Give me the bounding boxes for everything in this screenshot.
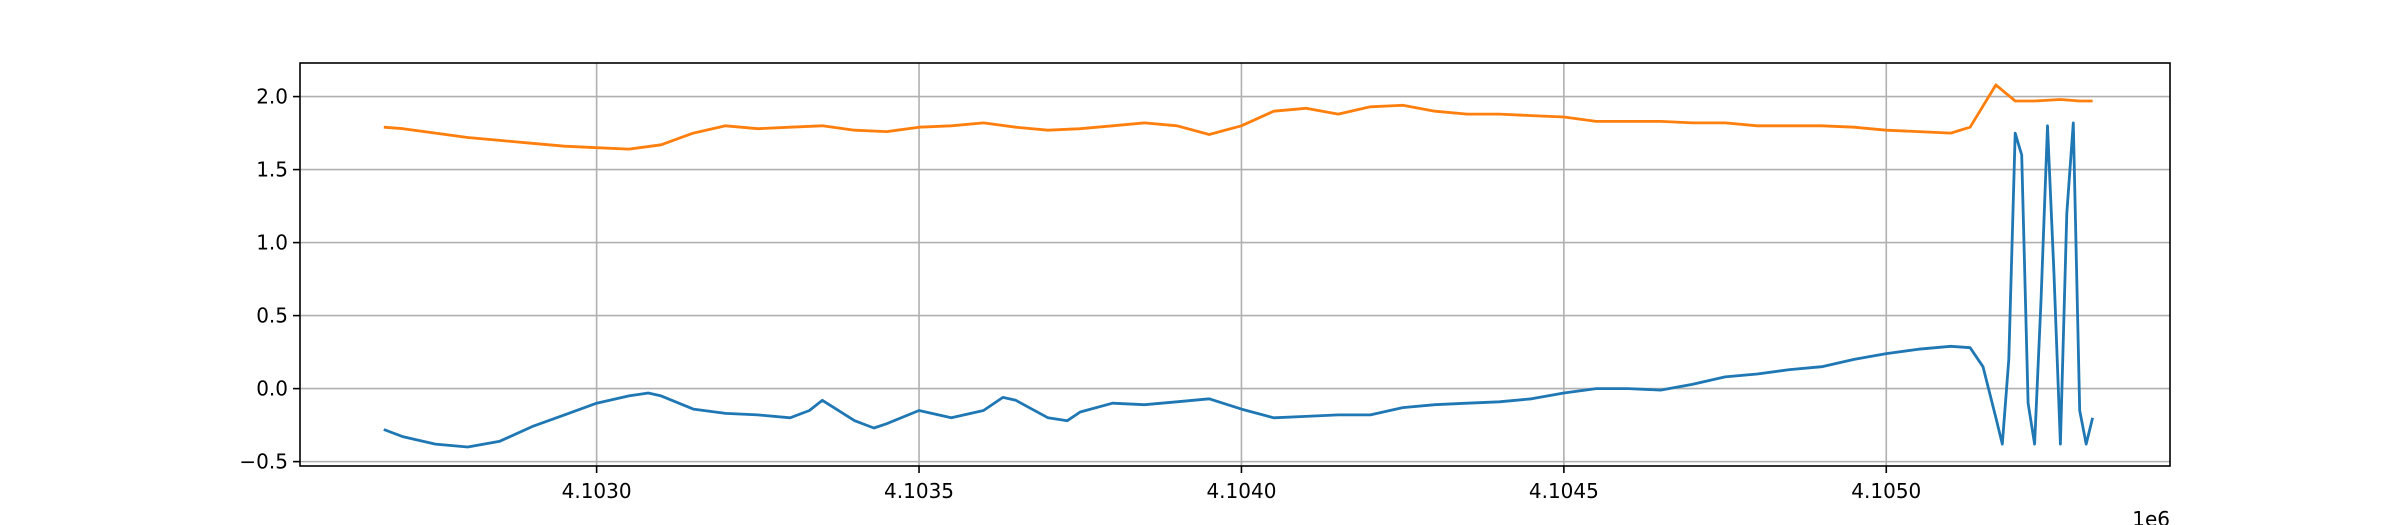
x-tick-label: 4.1050 — [1851, 479, 1921, 503]
x-tick-label: 4.1035 — [884, 479, 954, 503]
series-line-2 — [383, 121, 2094, 449]
grid-lines — [300, 63, 2170, 466]
y-tick-label: 0.5 — [256, 304, 288, 328]
y-tick-label: −0.5 — [239, 450, 288, 474]
y-axis: −0.5 0.0 0.5 1.0 1.5 2.0 — [239, 85, 300, 474]
x-tick-label: 4.1045 — [1529, 479, 1599, 503]
y-tick-label: 2.0 — [256, 85, 288, 109]
plot-frame — [299, 62, 2171, 467]
y-tick-label: 0.0 — [256, 377, 288, 401]
y-tick-label: 1.0 — [256, 231, 288, 255]
x-axis: 4.1030 4.1035 4.1040 4.1045 4.1050 — [562, 466, 1921, 503]
x-tick-label: 4.1040 — [1206, 479, 1276, 503]
x-axis-offset-label: 1e6 — [2132, 507, 2170, 525]
y-tick-label: 1.5 — [256, 158, 288, 182]
series-lines — [383, 83, 2094, 449]
x-tick-label: 4.1030 — [562, 479, 632, 503]
series-line-1 — [383, 83, 2093, 151]
